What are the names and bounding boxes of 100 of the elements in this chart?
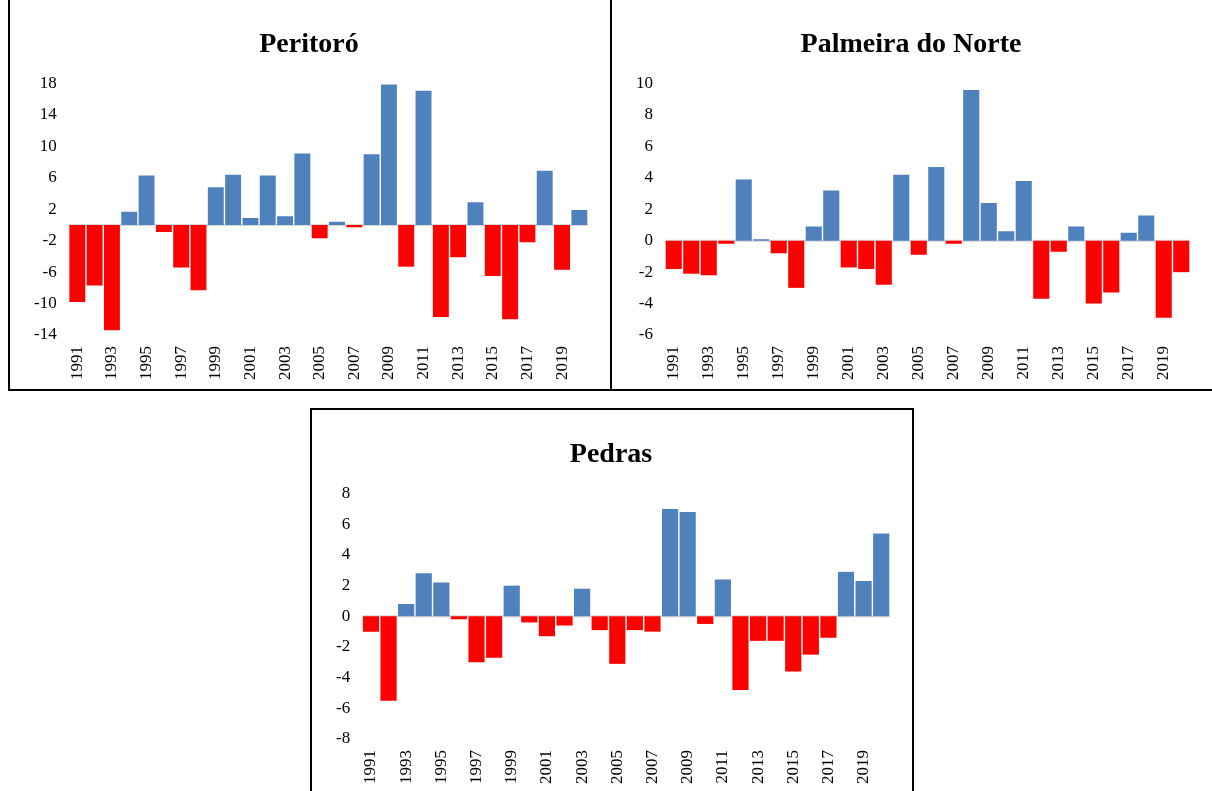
chart-title: Peritoró bbox=[259, 27, 359, 59]
x-tick-label: 2019 bbox=[551, 346, 571, 380]
x-tick-label: 2017 bbox=[1118, 345, 1138, 380]
x-tick-label: 1997 bbox=[465, 749, 485, 784]
bar bbox=[963, 89, 980, 241]
y-tick-label: -6 bbox=[42, 261, 57, 281]
y-tick-label: 18 bbox=[39, 73, 57, 93]
bar bbox=[503, 585, 520, 617]
bar bbox=[945, 240, 962, 244]
x-tick-label: 2013 bbox=[747, 750, 767, 784]
x-tick-label: 2011 bbox=[1013, 346, 1033, 380]
x-tick-label: 1995 bbox=[430, 750, 450, 784]
bar bbox=[661, 508, 679, 617]
bar bbox=[398, 604, 415, 617]
bar bbox=[311, 225, 328, 239]
x-tick-label: 1991 bbox=[66, 346, 86, 380]
x-tick-label: 2001 bbox=[838, 346, 858, 380]
bar bbox=[521, 616, 538, 623]
bar bbox=[928, 166, 945, 241]
y-tick-label: 4 bbox=[644, 167, 654, 187]
x-tick-label: 2007 bbox=[943, 345, 963, 380]
x-tick-label: 2005 bbox=[606, 750, 626, 784]
x-tick-label: 2003 bbox=[873, 346, 893, 380]
x-tick-label: 2007 bbox=[641, 749, 661, 784]
x-tick-label: 2013 bbox=[1048, 346, 1068, 380]
bar bbox=[875, 240, 892, 285]
bar bbox=[138, 175, 155, 226]
bar bbox=[1050, 240, 1067, 252]
x-tick-label: 2009 bbox=[677, 750, 697, 784]
x-tick-label: 1993 bbox=[698, 346, 718, 380]
y-tick-label: 2 bbox=[644, 198, 653, 218]
chart-title: Palmeira do Norte bbox=[800, 27, 1022, 59]
chart-title: Pedras bbox=[569, 437, 653, 469]
y-tick-label: 8 bbox=[341, 483, 351, 503]
x-tick-label: 1993 bbox=[101, 346, 121, 380]
bar bbox=[398, 225, 415, 267]
x-tick-label: 2017 bbox=[817, 749, 837, 784]
bar bbox=[837, 571, 855, 617]
bar bbox=[574, 588, 591, 617]
x-tick-label: 2019 bbox=[853, 750, 873, 784]
bar bbox=[536, 170, 553, 226]
bar bbox=[121, 211, 138, 226]
bar bbox=[714, 579, 731, 617]
y-tick-label: -4 bbox=[335, 667, 351, 687]
y-tick-label: -10 bbox=[33, 293, 57, 313]
y-tick-label: 6 bbox=[644, 135, 653, 155]
y-tick-label: -8 bbox=[335, 728, 351, 748]
x-tick-label: 1999 bbox=[803, 346, 823, 380]
y-tick-label: 14 bbox=[39, 104, 58, 124]
bar bbox=[893, 174, 910, 241]
y-tick-label: 6 bbox=[48, 167, 57, 187]
bar bbox=[467, 202, 484, 226]
bar bbox=[1033, 240, 1050, 299]
x-tick-label: 2013 bbox=[447, 346, 467, 380]
x-tick-label: 1997 bbox=[170, 345, 190, 380]
x-tick-label: 2017 bbox=[516, 345, 536, 380]
y-tick-label: -6 bbox=[335, 697, 351, 717]
y-tick-label: 6 bbox=[341, 513, 351, 533]
y-tick-label: -6 bbox=[638, 324, 653, 344]
x-tick-label: 2015 bbox=[782, 750, 802, 784]
y-tick-label: 10 bbox=[39, 135, 57, 155]
y-tick-label: -2 bbox=[42, 230, 57, 250]
x-tick-label: 2011 bbox=[712, 750, 732, 784]
x-tick-label: 1993 bbox=[395, 750, 415, 784]
y-tick-label: 2 bbox=[48, 198, 57, 218]
y-tick-label: 10 bbox=[636, 73, 653, 93]
x-tick-label: 2015 bbox=[1083, 346, 1103, 380]
bar bbox=[1068, 226, 1085, 241]
bar bbox=[554, 225, 570, 270]
x-tick-label: 1999 bbox=[501, 750, 521, 784]
y-tick-label: -4 bbox=[638, 293, 654, 313]
y-tick-label: -14 bbox=[33, 324, 58, 344]
y-tick-label: 0 bbox=[644, 230, 653, 250]
x-tick-label: 1995 bbox=[136, 346, 156, 380]
x-tick-label: 1997 bbox=[768, 345, 788, 380]
bar bbox=[190, 225, 207, 291]
x-tick-label: 2011 bbox=[413, 346, 433, 380]
bar bbox=[571, 210, 588, 226]
x-tick-label: 1991 bbox=[360, 750, 380, 784]
x-tick-label: 2005 bbox=[908, 346, 928, 380]
x-tick-label: 2019 bbox=[1153, 346, 1173, 380]
bar bbox=[1015, 181, 1032, 241]
y-tick-label: -2 bbox=[335, 636, 351, 656]
y-tick-label: 4 bbox=[341, 544, 351, 564]
y-tick-label: 0 bbox=[341, 605, 351, 625]
x-tick-label: 2009 bbox=[378, 346, 398, 380]
bar bbox=[415, 90, 432, 226]
bar bbox=[910, 240, 927, 255]
x-tick-label: 2005 bbox=[309, 346, 329, 380]
x-tick-label: 2003 bbox=[571, 750, 591, 784]
x-tick-label: 2007 bbox=[343, 345, 363, 380]
bar bbox=[679, 512, 696, 617]
x-tick-label: 1999 bbox=[205, 346, 225, 380]
bar bbox=[69, 225, 86, 302]
x-tick-label: 2001 bbox=[239, 346, 259, 380]
bar bbox=[697, 616, 714, 624]
x-tick-label: 1995 bbox=[733, 346, 753, 380]
bar bbox=[329, 221, 345, 226]
x-tick-label: 2003 bbox=[274, 346, 294, 380]
y-tick-label: -2 bbox=[638, 261, 653, 281]
